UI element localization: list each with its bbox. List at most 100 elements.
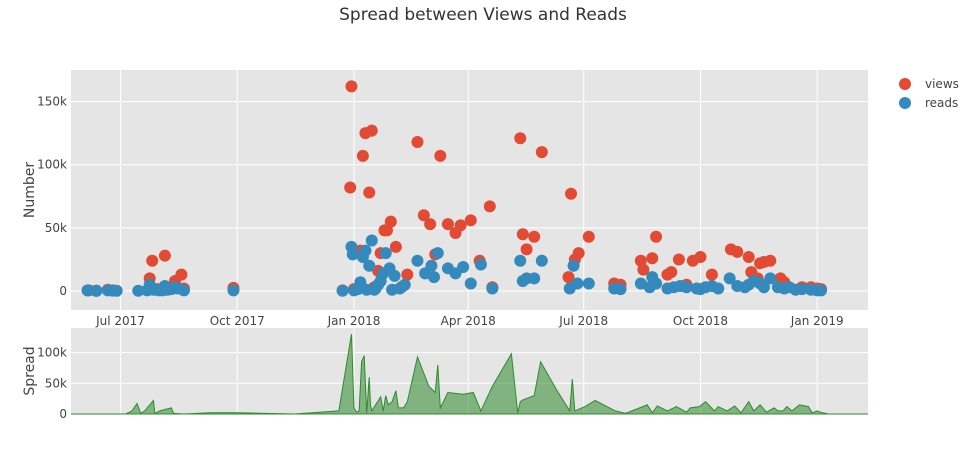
reads-point[interactable] bbox=[359, 244, 372, 257]
legend[interactable]: views reads bbox=[899, 77, 959, 110]
legend-item-views[interactable]: views bbox=[899, 77, 959, 91]
reads-point[interactable] bbox=[365, 234, 378, 247]
views-point[interactable] bbox=[731, 245, 744, 258]
views-point[interactable] bbox=[535, 146, 548, 159]
views-point[interactable] bbox=[146, 254, 159, 267]
views-point[interactable] bbox=[520, 243, 533, 256]
reads-point[interactable] bbox=[650, 277, 663, 290]
reads-point[interactable] bbox=[427, 271, 440, 284]
views-point[interactable] bbox=[365, 124, 378, 137]
reads-point[interactable] bbox=[815, 284, 828, 297]
reads-point[interactable] bbox=[582, 277, 595, 290]
views-point[interactable] bbox=[650, 230, 663, 243]
scatter-x-ticks: Jul 2017 Oct 2017 Jan 2018 Apr 2018 Jul 2018… bbox=[95, 314, 844, 328]
views-point[interactable] bbox=[646, 252, 659, 265]
views-point[interactable] bbox=[356, 149, 369, 162]
legend-label-reads: reads bbox=[925, 96, 958, 110]
spread-area-series bbox=[71, 334, 868, 415]
x-tick-label: Apr 2018 bbox=[441, 314, 496, 328]
reads-point[interactable] bbox=[757, 281, 770, 294]
views-point[interactable] bbox=[516, 228, 529, 241]
reads-point[interactable] bbox=[680, 281, 693, 294]
views-point[interactable] bbox=[363, 186, 376, 199]
spread-y-ticks: 0 50k 100k bbox=[37, 346, 67, 421]
views-point[interactable] bbox=[582, 230, 595, 243]
reads-point[interactable] bbox=[535, 254, 548, 267]
views-point[interactable] bbox=[417, 209, 430, 222]
reads-point[interactable] bbox=[346, 248, 359, 261]
y-tick-label: 150k bbox=[37, 95, 67, 109]
reads-point[interactable] bbox=[388, 269, 401, 282]
scatter-y-axis-title: Number bbox=[22, 162, 38, 218]
reads-point[interactable] bbox=[514, 254, 527, 267]
reads-point[interactable] bbox=[571, 277, 584, 290]
x-tick-label: Jan 2018 bbox=[327, 314, 381, 328]
reads-point[interactable] bbox=[457, 261, 470, 274]
legend-marker-views bbox=[899, 78, 911, 90]
legend-item-reads[interactable]: reads bbox=[899, 96, 958, 110]
reads-point[interactable] bbox=[796, 283, 809, 296]
legend-marker-reads bbox=[899, 97, 911, 109]
scatter-points bbox=[81, 80, 828, 297]
views-point[interactable] bbox=[401, 268, 414, 281]
reads-point[interactable] bbox=[614, 283, 627, 296]
views-point[interactable] bbox=[742, 250, 755, 263]
reads-point[interactable] bbox=[528, 272, 541, 285]
reads-point[interactable] bbox=[398, 278, 411, 291]
views-point[interactable] bbox=[441, 218, 454, 231]
x-tick-label: Jan 2019 bbox=[790, 314, 844, 328]
views-point[interactable] bbox=[672, 253, 685, 266]
views-point[interactable] bbox=[572, 247, 585, 260]
reads-point[interactable] bbox=[132, 284, 145, 297]
views-point[interactable] bbox=[424, 218, 437, 231]
views-point[interactable] bbox=[665, 266, 678, 279]
reads-point[interactable] bbox=[464, 277, 477, 290]
reads-point[interactable] bbox=[363, 259, 376, 272]
views-point[interactable] bbox=[562, 271, 575, 284]
views-point[interactable] bbox=[464, 214, 477, 227]
reads-point[interactable] bbox=[177, 284, 190, 297]
reads-point[interactable] bbox=[567, 259, 580, 272]
reads-point[interactable] bbox=[764, 272, 777, 285]
views-point[interactable] bbox=[384, 215, 397, 228]
reads-point[interactable] bbox=[110, 284, 123, 297]
reads-point[interactable] bbox=[336, 284, 349, 297]
x-tick-label: Jul 2018 bbox=[558, 314, 608, 328]
reads-point[interactable] bbox=[411, 254, 424, 267]
y-tick-label: 0 bbox=[59, 284, 67, 298]
views-point[interactable] bbox=[434, 149, 447, 162]
reads-point[interactable] bbox=[90, 284, 103, 297]
views-point[interactable] bbox=[344, 181, 357, 194]
views-point[interactable] bbox=[514, 132, 527, 145]
reads-point[interactable] bbox=[474, 258, 487, 271]
reads-point[interactable] bbox=[712, 282, 725, 295]
spread-y-tick-label: 50k bbox=[45, 376, 67, 390]
views-point[interactable] bbox=[411, 136, 424, 148]
reads-point[interactable] bbox=[227, 284, 240, 297]
views-point[interactable] bbox=[483, 200, 496, 213]
views-point[interactable] bbox=[705, 268, 718, 281]
views-point[interactable] bbox=[454, 219, 467, 232]
views-point[interactable] bbox=[637, 263, 650, 276]
reads-point[interactable] bbox=[81, 284, 94, 297]
views-point[interactable] bbox=[175, 268, 188, 281]
views-point[interactable] bbox=[764, 254, 777, 267]
views-point[interactable] bbox=[694, 250, 707, 263]
reads-point[interactable] bbox=[486, 282, 499, 295]
y-tick-label: 100k bbox=[37, 158, 67, 172]
series-reads bbox=[81, 234, 828, 297]
views-point[interactable] bbox=[528, 230, 541, 243]
views-point[interactable] bbox=[158, 249, 171, 262]
reads-point[interactable] bbox=[379, 247, 392, 260]
reads-point[interactable] bbox=[425, 259, 438, 272]
views-point[interactable] bbox=[345, 80, 358, 93]
scatter-plot-area bbox=[71, 70, 868, 310]
views-point[interactable] bbox=[389, 240, 402, 253]
reads-point[interactable] bbox=[431, 247, 444, 260]
scatter-y-ticks: 0 50k 100k 150k bbox=[37, 95, 67, 298]
scatter-panel: Jul 2017 Oct 2017 Jan 2018 Apr 2018 Jul 2018… bbox=[22, 70, 868, 328]
reads-point[interactable] bbox=[723, 272, 736, 285]
legend-label-views: views bbox=[925, 77, 959, 91]
views-point[interactable] bbox=[565, 187, 578, 200]
